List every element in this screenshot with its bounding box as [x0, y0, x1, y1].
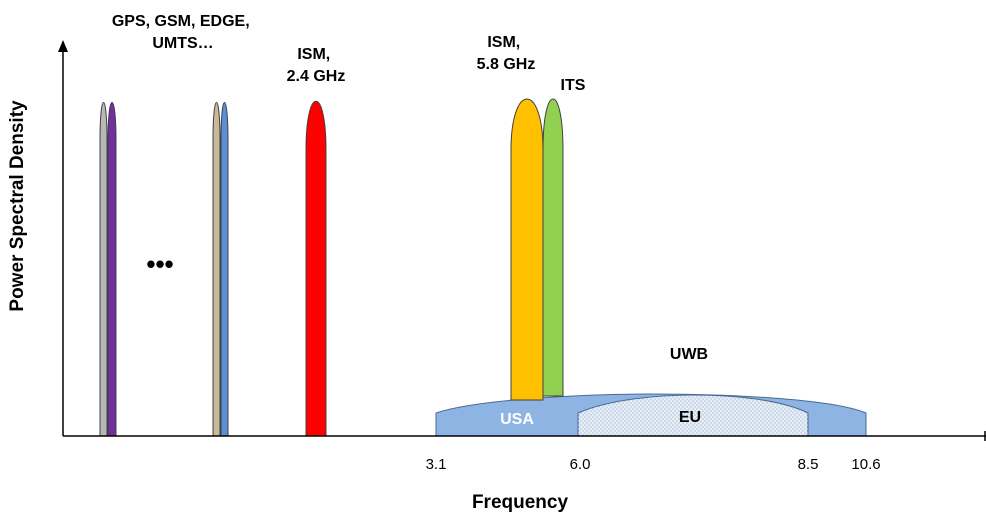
tick-8-5: 8.5 [798, 456, 819, 473]
uwb-label: UWB [670, 346, 708, 363]
ism-58-label: ISM, 5.8 GHz [477, 34, 536, 73]
usa-label: USA [500, 411, 534, 428]
ism-58-band [510, 98, 544, 401]
tick-3-1: 3.1 [426, 456, 447, 473]
narrowband-label: GPS, GSM, EDGE, UMTS… [112, 13, 254, 52]
tick-6-0: 6.0 [570, 456, 591, 473]
y-axis-arrow [58, 40, 68, 52]
ism-24-band [305, 101, 327, 437]
its-label: ITS [561, 77, 586, 94]
edge-band [212, 102, 221, 437]
its-band [542, 98, 564, 397]
ism-24-label: ISM, 2.4 GHz [287, 46, 346, 85]
umts-band [220, 102, 229, 437]
eu-label: EU [679, 409, 701, 426]
ellipsis: ••• [146, 249, 173, 279]
x-axis-title: Frequency [472, 492, 569, 513]
uwb-eu-band [577, 394, 809, 437]
gsm-band [107, 102, 117, 437]
gps-band [99, 102, 108, 437]
tick-10-6: 10.6 [851, 456, 880, 473]
y-axis-title: Power Spectral Density [7, 100, 28, 312]
